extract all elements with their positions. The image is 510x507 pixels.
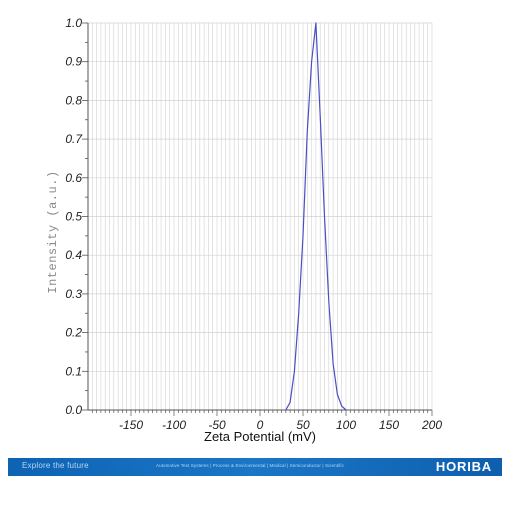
footer-banner: Explore the future Automotive Test Syste… — [8, 458, 502, 476]
footer-tagline: Explore the future — [22, 461, 89, 470]
horiba-logo: HORIBA — [435, 459, 492, 474]
x-tick-label: 150 — [379, 418, 399, 432]
y-tick-label: 0.6 — [65, 171, 82, 185]
footer-divisions: Automotive Test Systems | Process & Envi… — [156, 463, 344, 468]
y-tick-label: 0.8 — [65, 93, 82, 107]
x-tick-label: 100 — [336, 418, 356, 432]
y-tick-label: 0.4 — [65, 248, 82, 262]
series-layer — [285, 22, 347, 411]
y-tick-label: 0.3 — [65, 287, 82, 301]
y-axis-title: Intensity (a.u.) — [46, 170, 60, 293]
axes — [82, 22, 433, 416]
x-tick-label: -150 — [119, 418, 143, 432]
grid-lines — [88, 22, 433, 410]
y-tick-label: 0.7 — [65, 132, 83, 146]
y-tick-label: 0.2 — [65, 326, 82, 340]
zeta-potential-chart: 0.0 0.1 0.2 0.3 0.4 0.5 0.6 0.7 0.8 0.9 1.0 -150 -10… — [46, 16, 442, 444]
x-tick-label: -50 — [208, 418, 226, 432]
y-tick-label: 1.0 — [65, 16, 82, 30]
tick-labels: 0.0 0.1 0.2 0.3 0.4 0.5 0.6 0.7 0.8 0.9 1.0 -150 -10… — [65, 16, 442, 432]
y-tick-label: 0.9 — [65, 55, 82, 69]
x-tick-label: -100 — [162, 418, 186, 432]
y-tick-label: 0.1 — [65, 364, 82, 378]
y-tick-label: 0.0 — [65, 403, 82, 417]
x-tick-label: 0 — [257, 418, 264, 432]
series-line — [285, 22, 347, 411]
x-tick-label: 50 — [296, 418, 310, 432]
y-tick-label: 0.5 — [65, 210, 82, 224]
x-tick-label: 200 — [421, 418, 442, 432]
x-axis-title: Zeta Potential (mV) — [204, 429, 316, 444]
